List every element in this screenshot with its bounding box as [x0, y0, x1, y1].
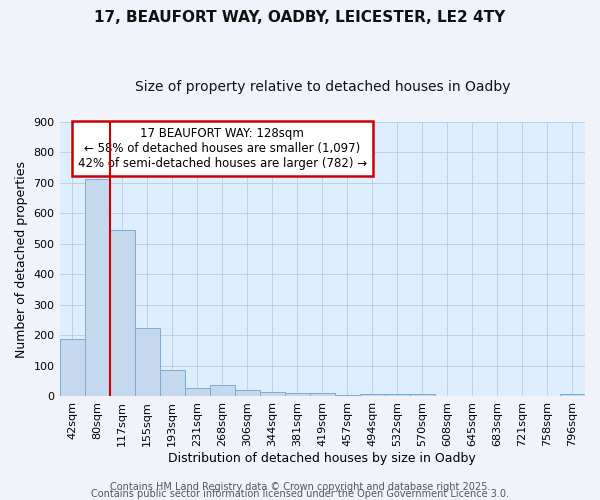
- Bar: [110, 230, 134, 396]
- Bar: [335, 395, 360, 396]
- Text: Contains HM Land Registry data © Crown copyright and database right 2025.: Contains HM Land Registry data © Crown c…: [110, 482, 490, 492]
- Bar: [209, 385, 235, 396]
- Bar: [560, 394, 585, 396]
- X-axis label: Distribution of detached houses by size in Oadby: Distribution of detached houses by size …: [169, 452, 476, 465]
- Text: 17 BEAUFORT WAY: 128sqm
← 58% of detached houses are smaller (1,097)
42% of semi: 17 BEAUFORT WAY: 128sqm ← 58% of detache…: [78, 127, 367, 170]
- Bar: [285, 393, 310, 396]
- Text: Contains public sector information licensed under the Open Government Licence 3.: Contains public sector information licen…: [91, 489, 509, 499]
- Y-axis label: Number of detached properties: Number of detached properties: [15, 160, 28, 358]
- Title: Size of property relative to detached houses in Oadby: Size of property relative to detached ho…: [134, 80, 510, 94]
- Bar: [59, 340, 85, 396]
- Bar: [260, 392, 285, 396]
- Bar: [85, 178, 110, 396]
- Bar: [134, 328, 160, 396]
- Text: 17, BEAUFORT WAY, OADBY, LEICESTER, LE2 4TY: 17, BEAUFORT WAY, OADBY, LEICESTER, LE2 …: [94, 10, 506, 25]
- Bar: [235, 390, 260, 396]
- Bar: [360, 394, 385, 396]
- Bar: [410, 394, 435, 396]
- Bar: [160, 370, 185, 396]
- Bar: [310, 394, 335, 396]
- Bar: [385, 394, 410, 396]
- Bar: [185, 388, 209, 396]
